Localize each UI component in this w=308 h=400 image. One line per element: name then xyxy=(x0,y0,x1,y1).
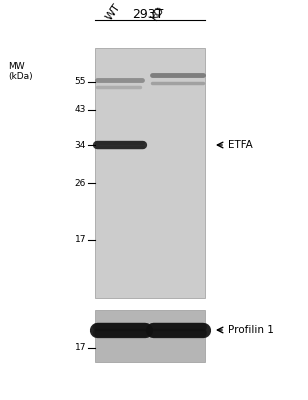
Text: 17: 17 xyxy=(75,344,86,352)
Text: ETFA: ETFA xyxy=(228,140,253,150)
Text: 26: 26 xyxy=(75,178,86,188)
Text: MW
(kDa): MW (kDa) xyxy=(8,62,33,81)
Bar xyxy=(95,48,205,298)
Text: WT: WT xyxy=(104,2,122,22)
Text: 55: 55 xyxy=(75,78,86,86)
Text: 293T: 293T xyxy=(132,8,164,21)
Text: KO: KO xyxy=(150,4,167,22)
Text: Profilin 1: Profilin 1 xyxy=(228,325,274,335)
Text: 34: 34 xyxy=(75,140,86,150)
Text: 43: 43 xyxy=(75,106,86,114)
Text: 17: 17 xyxy=(75,236,86,244)
Bar xyxy=(95,310,205,362)
